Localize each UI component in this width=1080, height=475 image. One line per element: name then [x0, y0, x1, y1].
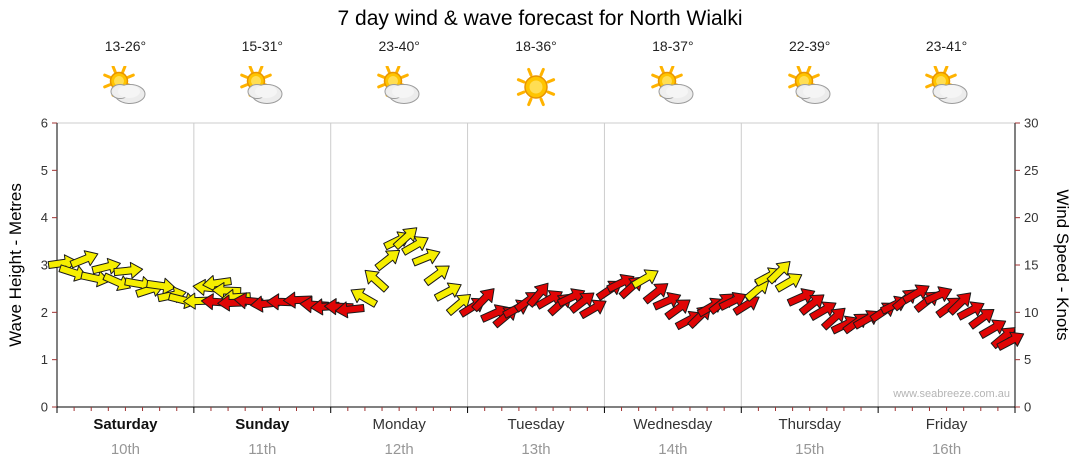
watermark: www.seabreeze.com.au	[893, 388, 1010, 400]
right-tick-label: 10	[1024, 305, 1038, 320]
day-label: Thursday	[778, 416, 841, 433]
left-tick-label: 1	[41, 352, 48, 367]
sun-behind-cloud-icon	[103, 66, 146, 104]
wind-arrow	[774, 273, 803, 293]
wind-arrow	[821, 307, 846, 331]
wind-arrow	[947, 292, 972, 316]
weather-icon	[509, 66, 563, 110]
weather-icon	[646, 66, 700, 110]
wind-arrow	[631, 269, 659, 289]
chart-title: 7 day wind & wave forecast for North Wia…	[337, 7, 743, 30]
wind-arrow	[526, 282, 549, 308]
left-tick-label: 0	[41, 400, 48, 415]
wind-arrow	[350, 288, 378, 308]
sun-behind-cloud-icon	[377, 66, 420, 104]
wind-arrow	[411, 248, 441, 267]
date-label: 16th	[931, 441, 962, 458]
wind-arrow	[80, 270, 110, 288]
wind-arrow	[374, 249, 401, 272]
date-label: 11th	[248, 441, 277, 458]
left-tick-label: 6	[41, 116, 48, 131]
wind-arrow	[664, 299, 691, 321]
weather-icon	[783, 66, 837, 110]
right-tick-label: 0	[1024, 400, 1031, 415]
day-label: Saturday	[93, 416, 158, 433]
day-label: Monday	[372, 416, 426, 433]
right-tick-label: 25	[1024, 163, 1038, 178]
wind-arrow	[579, 299, 607, 320]
temp-range: 18-36°	[515, 38, 557, 54]
wind-arrow	[401, 236, 429, 256]
wind-arrow	[968, 308, 995, 330]
wind-arrow	[146, 277, 176, 295]
wind-arrow	[102, 272, 131, 292]
wind-arrow	[282, 291, 313, 309]
date-label: 13th	[521, 441, 551, 458]
temp-range: 15-31°	[241, 38, 283, 54]
date-label: 10th	[110, 441, 141, 458]
left-tick-label: 5	[41, 163, 48, 178]
day-label: Sunday	[235, 416, 290, 433]
weather-icon	[372, 66, 426, 110]
wind-arrow	[69, 250, 99, 269]
wind-arrow	[732, 295, 760, 316]
date-label: 12th	[384, 441, 414, 458]
wind-arrow	[766, 261, 791, 285]
wind-arrow	[445, 293, 472, 316]
wind-arrow	[364, 269, 390, 293]
wind-arrow	[471, 288, 495, 313]
wind-arrow	[978, 319, 1007, 339]
weather-icon	[235, 66, 289, 110]
sun-behind-cloud-icon	[924, 66, 968, 104]
wind-arrow	[334, 301, 365, 319]
day-label: Wednesday	[633, 416, 713, 433]
wind-arrow	[923, 286, 953, 305]
temp-range: 18-37°	[652, 38, 694, 54]
right-tick-label: 20	[1024, 210, 1038, 225]
right-tick-label: 30	[1024, 116, 1038, 131]
wind-arrow	[642, 283, 669, 305]
wind-arrow	[211, 282, 242, 299]
wind-arrow	[202, 274, 232, 292]
sun-behind-cloud-icon	[651, 66, 694, 104]
right-tick-label: 5	[1024, 352, 1031, 367]
left-tick-label: 3	[41, 258, 48, 273]
wind-arrow	[433, 282, 462, 302]
right-tick-label: 15	[1024, 258, 1038, 273]
wind-arrow	[423, 265, 450, 287]
day-label: Tuesday	[507, 416, 565, 433]
left-tick-label: 4	[41, 210, 48, 225]
date-label: 14th	[658, 441, 688, 458]
day-label: Friday	[925, 416, 968, 433]
left-tick-label: 2	[41, 305, 48, 320]
temp-range: 22-39°	[789, 38, 831, 54]
wind-arrow	[392, 227, 418, 250]
temp-range: 23-41°	[925, 38, 968, 54]
sun-behind-cloud-icon	[240, 66, 283, 104]
temp-range: 13-26°	[104, 38, 147, 54]
temp-range: 23-40°	[378, 38, 420, 54]
weather-icon	[920, 66, 974, 110]
wind-arrow	[996, 331, 1025, 351]
sun-icon	[516, 67, 556, 107]
sun-behind-cloud-icon	[787, 66, 831, 104]
wind-arrow	[113, 261, 144, 279]
weather-icon	[98, 66, 152, 110]
date-label: 15th	[795, 441, 825, 458]
